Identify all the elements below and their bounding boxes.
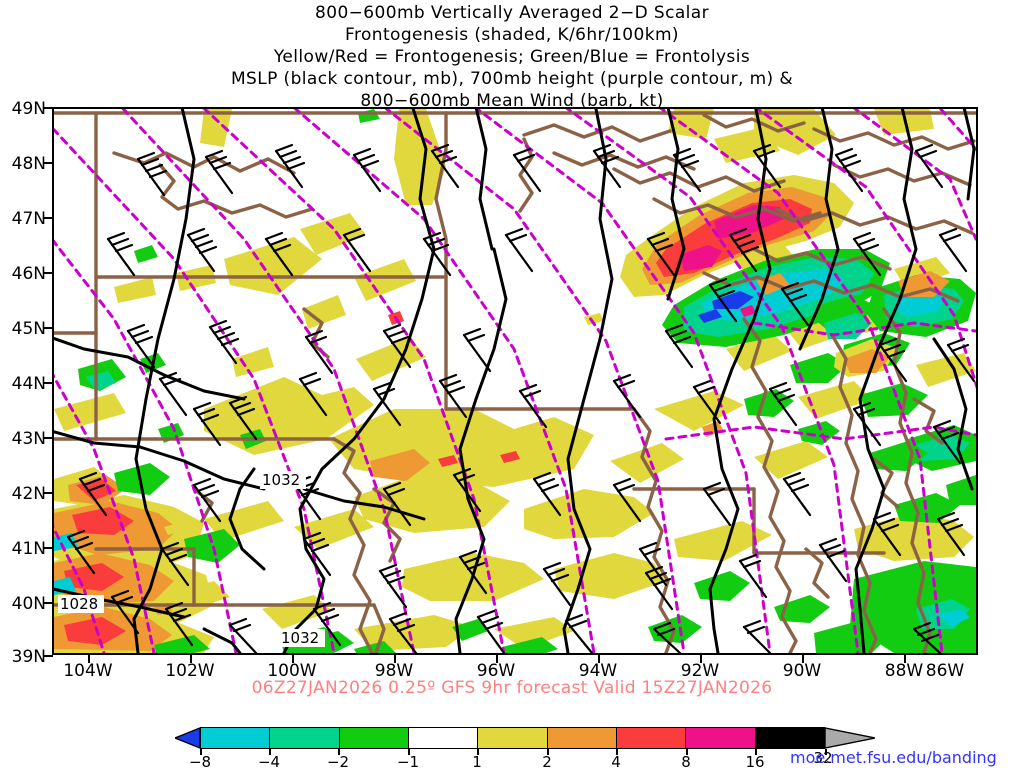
x-tick-mark	[496, 655, 498, 663]
colorbar-segment-cyan	[201, 728, 271, 748]
colorbar-label-4: 4	[611, 753, 621, 771]
colorbar-tick	[338, 749, 340, 755]
colorbar-tick	[477, 749, 479, 755]
x-tick-label-92W: 92W	[680, 661, 720, 681]
forecast-caption: 06Z27JAN2026 0.25º GFS 9hr forecast Vali…	[251, 678, 773, 698]
colorbar-arrows	[175, 727, 875, 750]
colorbar-tick	[825, 749, 827, 755]
colorbar-label--2: −2	[326, 753, 350, 771]
colorbar-segment-black	[755, 728, 824, 748]
mslp-contours	[54, 109, 976, 653]
contour-label-1032-b: 1032	[281, 629, 320, 647]
map-plot-area[interactable]: 1032 1028 1032	[52, 107, 978, 655]
colorbar-segment-green	[339, 728, 409, 748]
y-tick-label-39N: 39N	[11, 647, 46, 667]
x-tick-mark	[394, 655, 396, 663]
title-line-3: Yellow/Red = Frontogenesis; Green/Blue =…	[273, 47, 751, 67]
colorbar-tick	[755, 749, 757, 755]
y-tick-mark	[44, 437, 53, 439]
x-tick-mark	[700, 655, 702, 663]
y-tick-label-43N: 43N	[11, 429, 46, 449]
y-tick-label-49N: 49N	[11, 99, 46, 119]
y-tick-mark	[44, 382, 53, 384]
colorbar-label--8: −8	[188, 753, 212, 771]
y-tick-label-42N: 42N	[11, 484, 46, 504]
colorbar-segment-springgreen	[270, 728, 340, 748]
frontogenesis-map-svg	[54, 109, 976, 653]
colorbar-tick	[686, 749, 688, 755]
colorbar-segment-white	[408, 728, 479, 748]
colorbar-tick	[616, 749, 618, 755]
y-tick-mark	[44, 272, 53, 274]
colorbar-tick	[547, 749, 549, 755]
colorbar-label-2: 2	[542, 753, 552, 771]
y-tick-mark	[44, 492, 53, 494]
y-tick-label-41N: 41N	[11, 539, 46, 559]
y-tick-mark	[44, 217, 53, 219]
colorbar-segment-magenta	[686, 728, 756, 748]
colorbar-segments	[200, 727, 825, 749]
x-tick-label-90W: 90W	[782, 661, 822, 681]
colorbar-tick	[408, 749, 410, 755]
x-tick-mark	[292, 655, 294, 663]
x-tick-label-86W: 86W	[925, 661, 965, 681]
y-tick-label-40N: 40N	[11, 594, 46, 614]
y-tick-mark	[44, 547, 53, 549]
title-line-5: 800−600mb Mean Wind (barb, kt)	[360, 91, 664, 111]
y-tick-label-47N: 47N	[11, 209, 46, 229]
colorbar-label-32: 32	[813, 749, 833, 767]
y-tick-mark	[44, 162, 53, 164]
y-tick-mark	[44, 655, 53, 657]
contour-label-1032-a: 1032	[262, 471, 301, 489]
y-tick-mark	[44, 602, 53, 604]
colorbar-tick	[200, 749, 202, 755]
colorbar-label-8: 8	[681, 753, 691, 771]
y-tick-mark	[44, 327, 53, 329]
x-tick-label-88W: 88W	[884, 661, 924, 681]
colorbar-tick	[269, 749, 271, 755]
colorbar-segment-yellow	[478, 728, 548, 748]
colorbar-segment-orange	[547, 728, 617, 748]
colorbar-segment-red	[616, 728, 687, 748]
x-tick-mark	[190, 655, 192, 663]
title-line-1: 800−600mb Vertically Averaged 2−D Scalar	[315, 3, 709, 23]
colorbar-label--1: −1	[396, 753, 420, 771]
wind-barbs	[66, 143, 976, 653]
x-tick-label-102W: 102W	[165, 661, 215, 681]
x-tick-label-94W: 94W	[578, 661, 618, 681]
y-tick-label-44N: 44N	[11, 374, 46, 394]
chart-title-block: 800−600mb Vertically Averaged 2−D Scalar…	[0, 0, 1024, 112]
title-line-4: MSLP (black contour, mb), 700mb height (…	[230, 69, 794, 89]
y-tick-label-45N: 45N	[11, 319, 46, 339]
y-tick-mark	[44, 107, 53, 109]
x-tick-mark	[598, 655, 600, 663]
colorbar[interactable]: −8 −4 −2 −1 1 2 4 8 16 32	[175, 727, 875, 771]
x-tick-label-100W: 100W	[267, 661, 317, 681]
x-tick-label-98W: 98W	[374, 661, 414, 681]
contour-label-group	[58, 471, 325, 647]
x-tick-label-96W: 96W	[476, 661, 516, 681]
attribution-link[interactable]: moe.met.fsu.edu/banding	[790, 748, 997, 767]
colorbar-label--4: −4	[257, 753, 281, 771]
colorbar-label-1: 1	[472, 753, 482, 771]
contour-label-1028: 1028	[60, 595, 99, 613]
title-line-2: Frontogenesis (shaded, K/6hr/100km)	[345, 25, 679, 45]
map-canvas: 1032 1028 1032	[54, 109, 976, 653]
x-tick-mark	[88, 655, 90, 663]
y-tick-label-48N: 48N	[11, 154, 46, 174]
x-tick-mark	[904, 655, 906, 663]
colorbar-label-16: 16	[745, 753, 765, 771]
x-tick-mark	[802, 655, 804, 663]
x-tick-label-104W: 104W	[63, 661, 113, 681]
700mb-height-contours	[54, 109, 976, 653]
y-tick-label-46N: 46N	[11, 264, 46, 284]
